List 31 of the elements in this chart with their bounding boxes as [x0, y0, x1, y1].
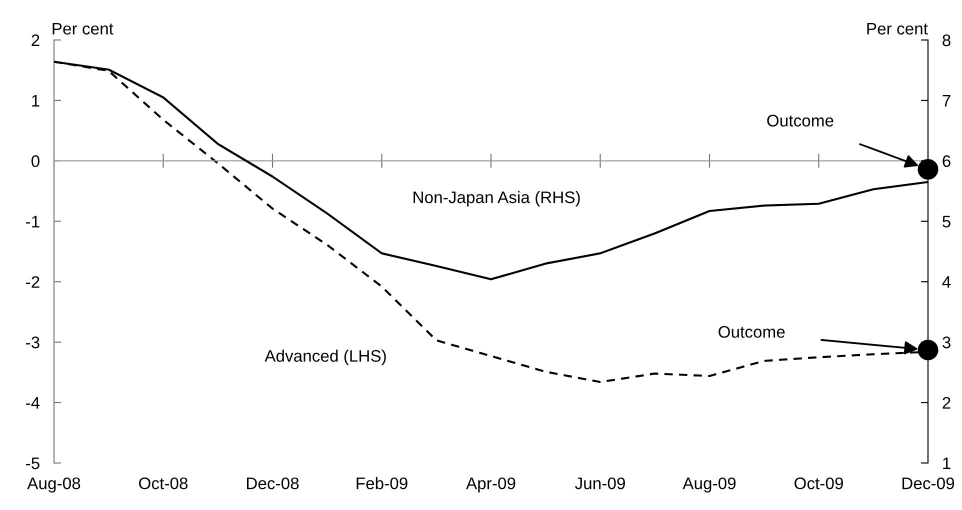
- y2-tick-label: 2: [942, 396, 950, 409]
- y-tick-label: 1: [32, 95, 40, 106]
- x-tick-label: Aug-08: [27, 477, 80, 493]
- y-axis-title: Per cent: [52, 22, 114, 35]
- text: Non-Japan Asia (RHS): [414, 190, 580, 207]
- annotation: Outcome: [767, 114, 834, 127]
- y-tick-label: -5: [26, 458, 40, 470]
- y-tick-label: -3: [26, 336, 40, 348]
- text: Advanced (LHS): [264, 350, 386, 366]
- y2-tick-label: 1: [943, 458, 950, 470]
- y2-tick-label: 8: [942, 34, 950, 46]
- y2-tick-label: 5: [942, 216, 950, 228]
- x-tick-label: Feb-09: [356, 477, 408, 490]
- y2-axis-title: Per cent: [867, 22, 928, 35]
- x-tick-label: Oct-08: [139, 477, 188, 490]
- y2-tick-label: 3: [942, 336, 950, 348]
- x-tick-label: Dec-09: [902, 477, 954, 490]
- y2-tick-label: 6: [942, 155, 950, 168]
- x-tick-label: Jun-09: [575, 477, 625, 490]
- x-tick-label: Aug-09: [682, 477, 736, 493]
- y2-tick-label: 7: [942, 95, 950, 106]
- y-tick-label: -2: [26, 276, 40, 288]
- y2-tick-label: 4: [942, 276, 951, 288]
- y-tick-label: 2: [32, 34, 40, 46]
- y-tick-label: -1: [26, 216, 40, 228]
- y-tick-label: -4: [26, 397, 40, 409]
- x-tick-label: Oct-09: [794, 477, 843, 490]
- x-tick-label: Apr-09: [466, 477, 516, 493]
- y-tick-label: 0: [31, 155, 40, 168]
- annotation: Outcome: [718, 326, 785, 338]
- x-tick-label: Dec-08: [247, 477, 299, 490]
